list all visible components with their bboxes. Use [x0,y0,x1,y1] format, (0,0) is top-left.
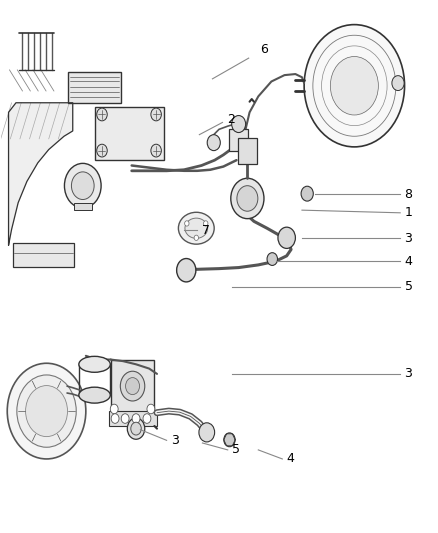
Circle shape [110,404,118,414]
Circle shape [17,375,76,447]
Bar [229,130,248,151]
Ellipse shape [185,218,208,238]
Bar [111,360,154,413]
Circle shape [301,186,313,201]
Bar [95,107,164,160]
Circle shape [231,178,264,219]
Text: 5: 5 [405,280,413,293]
Circle shape [147,404,155,414]
Circle shape [177,259,196,282]
Circle shape [392,76,404,91]
Circle shape [97,108,107,121]
Circle shape [224,433,235,447]
Circle shape [232,116,246,133]
Polygon shape [9,103,73,245]
Circle shape [151,144,161,157]
Text: 6: 6 [261,43,268,56]
Text: 7: 7 [201,224,209,237]
Circle shape [132,414,140,423]
Circle shape [131,422,141,435]
Circle shape [64,164,101,208]
Text: 3: 3 [405,232,413,245]
Circle shape [267,253,278,265]
Circle shape [120,371,145,401]
Ellipse shape [79,387,110,403]
Bar [74,203,92,209]
Circle shape [127,418,145,439]
Circle shape [194,235,198,240]
Text: 8: 8 [405,188,413,201]
Circle shape [111,414,119,423]
Bar [238,139,257,164]
Circle shape [121,414,129,423]
Circle shape [237,185,258,211]
Circle shape [199,423,215,442]
Text: 3: 3 [171,434,179,447]
Bar [13,243,74,266]
Circle shape [185,221,189,226]
Circle shape [207,135,220,151]
Bar [280,234,293,241]
Text: 3: 3 [405,367,413,381]
Circle shape [25,385,67,437]
Circle shape [143,414,151,423]
Ellipse shape [79,357,110,372]
Text: 5: 5 [232,443,240,456]
Text: 1: 1 [405,206,413,219]
Circle shape [330,56,378,115]
Circle shape [151,108,161,121]
Circle shape [71,172,94,199]
Circle shape [278,227,295,248]
Bar [68,72,121,103]
Circle shape [97,144,107,157]
Circle shape [304,25,405,147]
Text: 2: 2 [227,114,235,126]
Circle shape [126,377,140,394]
Circle shape [7,364,86,459]
Ellipse shape [178,212,214,244]
Bar [109,411,157,426]
Circle shape [204,221,208,226]
Text: 4: 4 [287,453,294,465]
Text: 4: 4 [405,255,413,268]
